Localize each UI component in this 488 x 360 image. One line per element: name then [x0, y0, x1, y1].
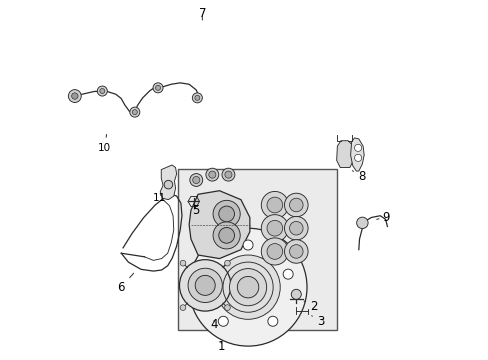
- Text: 8: 8: [351, 170, 366, 183]
- Circle shape: [213, 222, 240, 249]
- Circle shape: [194, 95, 200, 100]
- Circle shape: [218, 206, 234, 222]
- Circle shape: [266, 220, 282, 236]
- Text: 1: 1: [217, 339, 224, 352]
- Circle shape: [284, 216, 307, 240]
- Polygon shape: [350, 138, 364, 171]
- Polygon shape: [189, 191, 249, 258]
- Circle shape: [243, 240, 253, 250]
- Circle shape: [203, 269, 213, 279]
- Text: 7: 7: [198, 8, 205, 21]
- Circle shape: [284, 240, 307, 263]
- Circle shape: [266, 197, 282, 213]
- Text: 6: 6: [117, 273, 133, 294]
- Circle shape: [216, 255, 280, 319]
- Circle shape: [218, 228, 234, 243]
- Circle shape: [213, 201, 240, 228]
- Circle shape: [188, 268, 222, 302]
- Circle shape: [237, 276, 258, 298]
- Text: 4: 4: [210, 318, 218, 331]
- Circle shape: [267, 316, 277, 326]
- Circle shape: [153, 83, 163, 93]
- Circle shape: [130, 107, 140, 117]
- Circle shape: [100, 89, 104, 94]
- Text: 5: 5: [192, 204, 200, 217]
- Circle shape: [224, 171, 231, 178]
- Circle shape: [261, 215, 288, 242]
- Circle shape: [180, 260, 185, 266]
- Circle shape: [229, 269, 266, 306]
- Circle shape: [208, 171, 216, 178]
- Circle shape: [261, 192, 288, 219]
- Circle shape: [289, 198, 303, 212]
- Circle shape: [155, 85, 160, 90]
- Circle shape: [289, 245, 303, 258]
- Text: 2: 2: [304, 300, 317, 313]
- Circle shape: [218, 316, 228, 326]
- Circle shape: [97, 86, 107, 96]
- Circle shape: [291, 289, 301, 299]
- Circle shape: [164, 180, 172, 189]
- Circle shape: [71, 93, 78, 99]
- Circle shape: [205, 168, 218, 181]
- Circle shape: [189, 228, 306, 346]
- Bar: [178, 169, 337, 330]
- Circle shape: [283, 269, 293, 279]
- Circle shape: [356, 217, 367, 229]
- Circle shape: [284, 193, 307, 217]
- Circle shape: [180, 305, 185, 310]
- Polygon shape: [336, 141, 354, 167]
- Circle shape: [354, 144, 361, 152]
- Text: 10: 10: [98, 135, 111, 153]
- Circle shape: [266, 244, 282, 259]
- Circle shape: [68, 90, 81, 103]
- Circle shape: [132, 110, 137, 114]
- Text: 11: 11: [153, 193, 166, 203]
- Circle shape: [195, 275, 215, 296]
- Circle shape: [289, 221, 303, 235]
- Circle shape: [261, 238, 288, 265]
- Circle shape: [192, 93, 202, 103]
- Circle shape: [179, 260, 230, 311]
- Circle shape: [224, 260, 230, 266]
- Circle shape: [224, 305, 230, 310]
- Circle shape: [222, 168, 234, 181]
- Text: 3: 3: [311, 315, 325, 328]
- Circle shape: [189, 174, 203, 186]
- Circle shape: [354, 154, 361, 161]
- Circle shape: [192, 176, 200, 184]
- Polygon shape: [160, 165, 176, 200]
- Text: 9: 9: [376, 211, 388, 224]
